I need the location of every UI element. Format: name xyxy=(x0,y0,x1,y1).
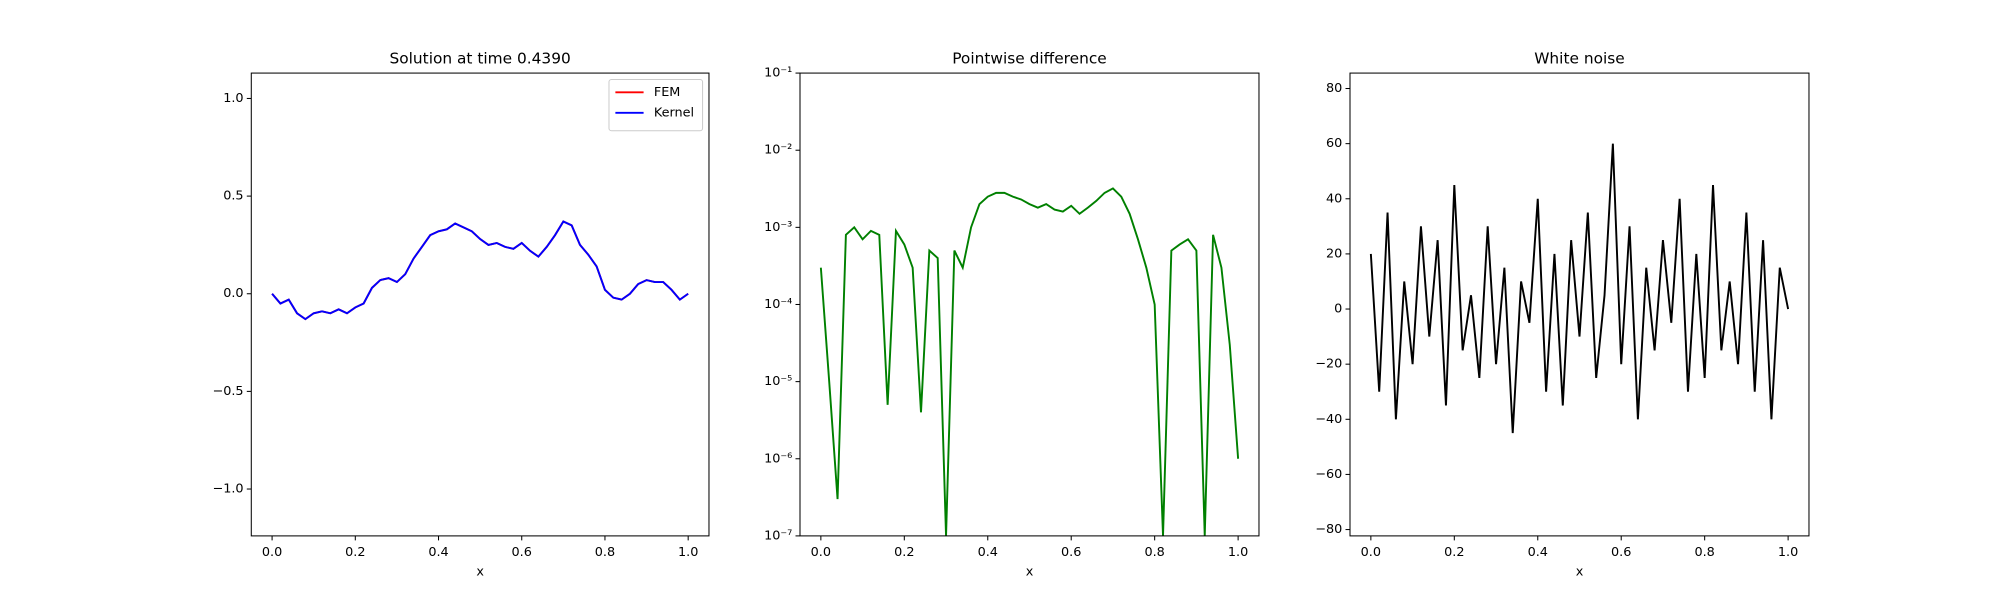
x-axis-label: x xyxy=(1026,564,1034,579)
x-tick-label: 0.8 xyxy=(1694,545,1714,560)
y-tick-label: 0.5 xyxy=(223,189,243,204)
y-tick-label: 10⁻² xyxy=(764,143,792,158)
y-tick-label: 10⁻⁵ xyxy=(764,374,792,389)
panel-title: Pointwise difference xyxy=(952,49,1107,67)
x-tick-label: 0.4 xyxy=(978,545,998,560)
y-tick-label: 40 xyxy=(1326,191,1342,206)
x-tick-label: 1.0 xyxy=(1228,545,1248,560)
legend-label: FEM xyxy=(654,85,681,100)
y-tick-label: 10⁻⁴ xyxy=(764,297,792,312)
y-tick-label: 10⁻¹ xyxy=(764,66,792,81)
y-tick-label: 10⁻⁶ xyxy=(764,451,792,466)
y-tick-label: 10⁻³ xyxy=(764,220,792,235)
axes-frame xyxy=(799,72,1260,537)
data-line xyxy=(271,220,689,321)
y-tick-label: 10⁻⁷ xyxy=(764,528,792,543)
x-axis-label: x xyxy=(1576,564,1584,579)
y-tick-label: −60 xyxy=(1315,467,1342,482)
x-tick-label: 0.0 xyxy=(1361,545,1381,560)
legend-label: Kernel xyxy=(654,105,694,120)
x-tick-label: 0.8 xyxy=(1144,545,1164,560)
panel-title: White noise xyxy=(1534,49,1624,67)
y-tick-label: −1.0 xyxy=(212,482,243,497)
x-tick-label: 0.0 xyxy=(262,545,282,560)
y-tick-label: 80 xyxy=(1326,81,1342,96)
x-tick-label: 1.0 xyxy=(678,545,698,560)
panel-title: Solution at time 0.4390 xyxy=(389,49,570,67)
x-tick-label: 0.6 xyxy=(1061,545,1081,560)
x-tick-label: 0.0 xyxy=(811,545,831,560)
y-tick-label: −80 xyxy=(1315,522,1342,537)
y-tick-label: 20 xyxy=(1326,246,1342,261)
x-tick-label: 0.2 xyxy=(345,545,365,560)
panel: Pointwise difference x 0.0 0.2 0.4 0.6 0.8 1.0 1… xyxy=(764,49,1260,579)
y-tick-label: −40 xyxy=(1315,412,1342,427)
y-tick-label: 60 xyxy=(1326,136,1342,151)
legend: FEM Kernel xyxy=(608,78,704,132)
data-line xyxy=(1369,143,1790,434)
x-axis-label: x xyxy=(476,564,484,579)
y-tick-label: 0.0 xyxy=(223,286,243,301)
panel: White noise x 0.0 0.2 0.4 0.6 0.8 1.0 −80 −60 −40 −… xyxy=(1315,49,1810,579)
y-tick-label: −0.5 xyxy=(212,384,243,399)
axes-frame xyxy=(250,72,710,537)
y-tick-label: 0 xyxy=(1334,302,1342,317)
panel: Solution at time 0.4390 x 0.0 0.2 0.4 0.6 0.8 1… xyxy=(212,49,710,579)
axes-frame xyxy=(1349,72,1810,537)
x-tick-label: 0.2 xyxy=(894,545,914,560)
y-tick-label: 1.0 xyxy=(223,91,243,106)
data-line xyxy=(819,187,1240,536)
y-tick-label: −20 xyxy=(1315,357,1342,372)
x-tick-label: 0.2 xyxy=(1444,545,1464,560)
x-tick-label: 0.6 xyxy=(512,545,532,560)
x-tick-label: 0.8 xyxy=(595,545,615,560)
x-tick-label: 0.4 xyxy=(428,545,448,560)
x-tick-label: 0.6 xyxy=(1611,545,1631,560)
x-tick-label: 1.0 xyxy=(1778,545,1798,560)
data-line xyxy=(271,220,689,321)
x-tick-label: 0.4 xyxy=(1528,545,1548,560)
